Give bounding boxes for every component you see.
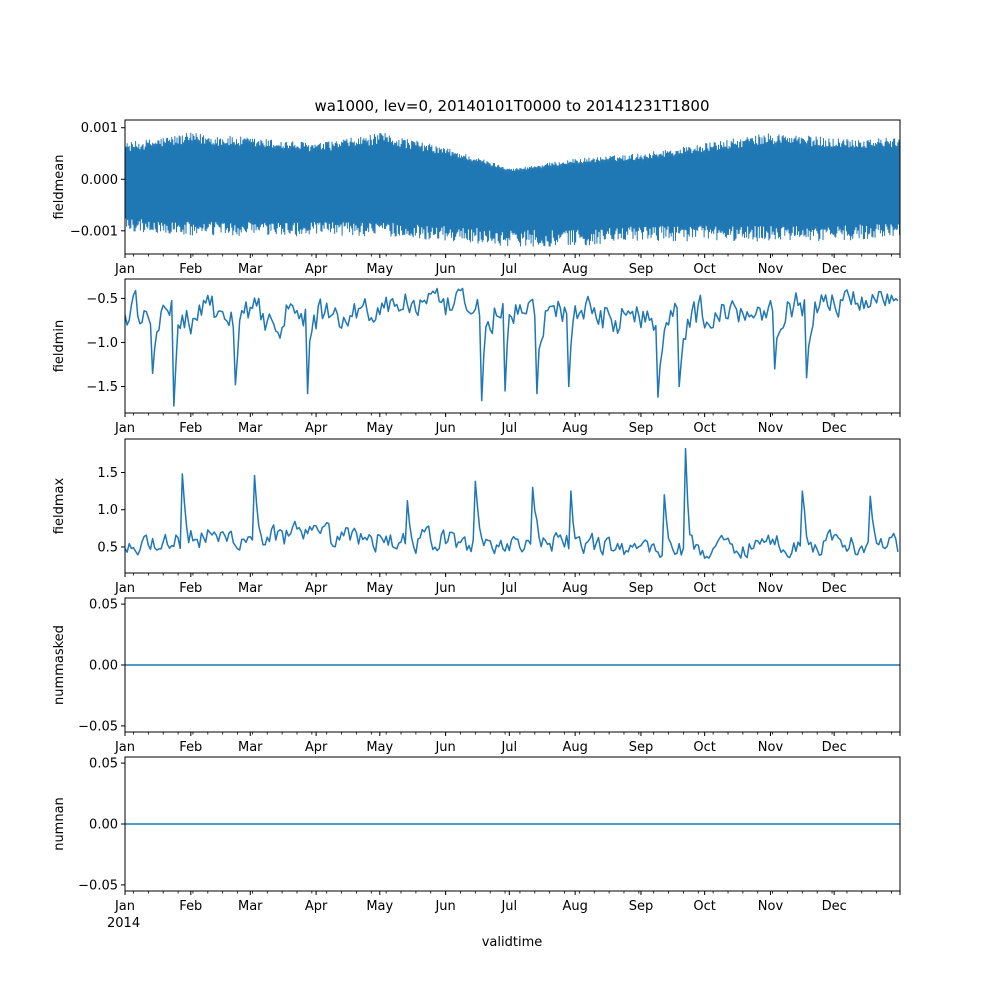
fieldmin-y-axis-label: fieldmin (52, 320, 67, 373)
fieldmin-y-tick-label: −1.5 (86, 380, 118, 395)
fieldmin-x-tick-label: Jun (434, 421, 455, 436)
figure-title: wa1000, lev=0, 20140101T0000 to 20141231… (314, 97, 709, 115)
fieldmin-x-tick-label: Nov (758, 421, 784, 436)
fieldmean-y-tick-label: −0.001 (70, 224, 118, 239)
fieldmean-x-tick-label: Feb (179, 262, 202, 277)
fieldmax-x-tick-label: Oct (693, 581, 715, 596)
panel-fieldmin: −1.5 −1.0 −0.5 Jan Feb Mar Apr May Jun Jul Aug Sep O… (52, 278, 901, 436)
fieldmax-x-tick-label: Aug (562, 581, 587, 596)
fieldmax-x-tick-label: Apr (305, 581, 328, 596)
fieldmin-x-tick-label: Jan (114, 421, 135, 436)
fieldmax-x-tick-label: Sep (629, 581, 654, 596)
numnan-y-tick-label: −0.05 (78, 878, 118, 893)
fieldmax-y-tick-label: 1.0 (97, 503, 118, 518)
nummasked-x-tick-label: May (366, 740, 393, 755)
fieldmean-y-tick-label: 0.001 (81, 121, 118, 136)
numnan-x-tick-label: Feb (179, 899, 202, 914)
panel-fieldmean: −0.001 0.000 0.001 Jan Feb Mar Apr May Jun Jul Aug… (52, 119, 901, 277)
year-label: 2014 (107, 916, 140, 931)
numnan-x-tick-label: Nov (758, 899, 784, 914)
numnan-x-tick-label: Dec (822, 899, 847, 914)
fieldmax-x-tick-label: Mar (238, 581, 263, 596)
fieldmean-x-tick-label: Sep (629, 262, 654, 277)
nummasked-x-tick-label: Jul (500, 740, 517, 755)
numnan-x-tick-label: Mar (238, 899, 263, 914)
fieldmax-y-tick-label: 1.5 (97, 466, 118, 481)
nummasked-x-tick-label: Sep (629, 740, 654, 755)
fieldmax-x-tick-label: May (366, 581, 393, 596)
fieldmax-y-axis-label: fieldmax (52, 478, 67, 535)
fieldmean-series-line (125, 132, 900, 247)
fieldmin-x-tick-label: Aug (562, 421, 587, 436)
numnan-x-tick-label: Jan (114, 899, 135, 914)
nummasked-x-tick-label: Aug (562, 740, 587, 755)
numnan-y-axis-label: numnan (52, 797, 67, 851)
fieldmean-x-tick-label: Jul (500, 262, 517, 277)
nummasked-x-tick-label: Oct (693, 740, 715, 755)
panel-fieldmax: 0.5 1.0 1.5 Jan Feb Mar Apr May Jun Jul Aug Sep Oct N… (52, 438, 901, 596)
fieldmean-x-tick-label: Apr (305, 262, 328, 277)
fieldmin-x-tick-label: Jul (500, 421, 517, 436)
fieldmean-x-tick-label: Mar (238, 262, 263, 277)
nummasked-x-tick-label: Dec (822, 740, 847, 755)
nummasked-x-tick-label: Apr (305, 740, 328, 755)
nummasked-y-tick-label: 0.05 (89, 598, 118, 613)
nummasked-y-tick-label: −0.05 (78, 719, 118, 734)
fieldmean-x-tick-label: Jun (434, 262, 455, 277)
fieldmin-y-tick-label: −1.0 (86, 336, 118, 351)
numnan-y-tick-label: 0.00 (89, 818, 118, 833)
fieldmax-x-tick-label: Jun (434, 581, 455, 596)
panels: −0.001 0.000 0.001 Jan Feb Mar Apr May Jun Jul Aug… (52, 119, 901, 931)
fieldmin-axes-frame (124, 278, 901, 414)
fieldmin-x-tick-label: Dec (822, 421, 847, 436)
fieldmean-x-tick-label: Nov (758, 262, 784, 277)
numnan-x-tick-label: Apr (305, 899, 328, 914)
nummasked-x-tick-label: Jun (434, 740, 455, 755)
nummasked-x-tick-label: Nov (758, 740, 784, 755)
fieldmin-x-tick-label: Apr (305, 421, 328, 436)
fieldmean-x-tick-label: May (366, 262, 393, 277)
nummasked-y-tick-label: 0.00 (89, 659, 118, 674)
nummasked-x-tick-label: Jan (114, 740, 135, 755)
fieldmax-x-tick-label: Jul (500, 581, 517, 596)
fieldmin-x-tick-label: May (366, 421, 393, 436)
numnan-x-tick-label: May (366, 899, 393, 914)
fieldmean-x-tick-label: Jan (114, 262, 135, 277)
fieldmax-series-line (125, 447, 899, 559)
fieldmean-x-tick-label: Dec (822, 262, 847, 277)
fieldmax-x-tick-label: Jan (114, 581, 135, 596)
x-axis-label: validtime (482, 935, 543, 950)
numnan-x-tick-label: Sep (629, 899, 654, 914)
numnan-x-tick-label: Oct (693, 899, 715, 914)
fieldmin-x-tick-label: Feb (179, 421, 202, 436)
fieldmax-y-tick-label: 0.5 (97, 540, 118, 555)
nummasked-x-tick-label: Mar (238, 740, 263, 755)
fieldmin-x-tick-label: Sep (629, 421, 654, 436)
numnan-x-tick-label: Jun (434, 899, 455, 914)
fieldmin-x-tick-label: Mar (238, 421, 263, 436)
fieldmean-y-axis-label: fieldmean (52, 155, 67, 220)
nummasked-x-tick-label: Feb (179, 740, 202, 755)
numnan-x-tick-label: Aug (562, 899, 587, 914)
nummasked-y-axis-label: nummasked (52, 625, 67, 705)
fieldmax-x-tick-label: Dec (822, 581, 847, 596)
fieldmean-axes-frame (124, 119, 901, 255)
fieldmin-series-line (125, 287, 899, 407)
panel-nummasked: −0.05 0.00 0.05 Jan Feb Mar Apr May Jun Jul Aug Sep… (52, 597, 901, 755)
numnan-y-tick-label: 0.05 (89, 757, 118, 772)
panel-numnan: −0.05 0.00 0.05 Jan Feb Mar Apr May Jun Jul Aug Sep… (52, 756, 901, 914)
fieldmax-x-tick-label: Feb (179, 581, 202, 596)
fieldmin-x-tick-label: Oct (693, 421, 715, 436)
fieldmax-axes-frame (124, 438, 901, 574)
fieldmax-x-tick-label: Nov (758, 581, 784, 596)
numnan-x-tick-label: Jul (500, 899, 517, 914)
fieldmin-y-tick-label: −0.5 (86, 292, 118, 307)
fieldmean-x-tick-label: Aug (562, 262, 587, 277)
fieldmean-x-tick-label: Oct (693, 262, 715, 277)
fieldmean-y-tick-label: 0.000 (81, 173, 118, 188)
